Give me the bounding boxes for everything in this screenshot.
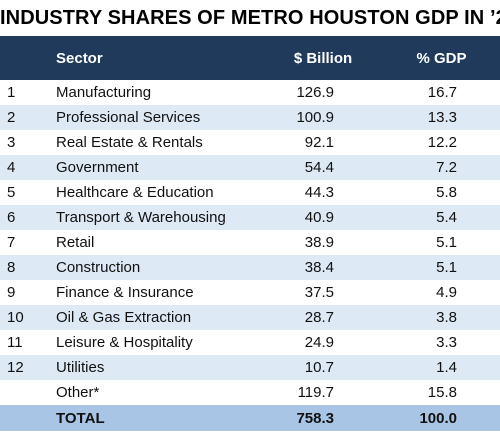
- table-row: 3 Real Estate & Rentals 92.1 12.2: [0, 130, 500, 155]
- table-body: 1 Manufacturing 126.9 16.7 2 Professional Ser…: [0, 80, 500, 431]
- sector-cell: Utilities: [56, 359, 105, 376]
- table-row: 7 Retail 38.9 5.1: [0, 230, 500, 255]
- table-row: 9 Finance & Insurance 37.5 4.9: [0, 280, 500, 305]
- pct-gdp-cell: 16.7: [427, 84, 457, 101]
- billion-cell: 100.9: [296, 109, 334, 126]
- rank-cell: 4: [7, 159, 16, 176]
- billion-cell: 126.9: [296, 84, 334, 101]
- header-billion: $ Billion: [293, 49, 353, 67]
- table-row: 5 Healthcare & Education 44.3 5.8: [0, 180, 500, 205]
- billion-cell: 10.7: [304, 359, 334, 376]
- table-row: 4 Government 54.4 7.2: [0, 155, 500, 180]
- table-row: 10 Oil & Gas Extraction 28.7 3.8: [0, 305, 500, 330]
- rank-cell: 3: [7, 134, 16, 151]
- billion-cell: 38.9: [304, 234, 334, 251]
- pct-gdp-cell: 7.2: [436, 159, 457, 176]
- sector-cell: Finance & Insurance: [56, 284, 194, 301]
- rank-cell: 11: [7, 334, 23, 351]
- rank-cell: 9: [7, 284, 16, 301]
- rank-cell: 7: [7, 234, 16, 251]
- pct-gdp-cell: 3.8: [436, 309, 457, 326]
- table-row: 12 Utilities 10.7 1.4: [0, 355, 500, 380]
- sector-cell: Leisure & Hospitality: [56, 334, 193, 351]
- header-sector: Sector: [56, 49, 103, 67]
- table-row: 1 Manufacturing 126.9 16.7: [0, 80, 500, 105]
- rank-cell: 8: [7, 259, 16, 276]
- table-row: 6 Transport & Warehousing 40.9 5.4: [0, 205, 500, 230]
- sector-cell: Healthcare & Education: [56, 184, 214, 201]
- rank-cell: 10: [7, 309, 24, 326]
- sector-cell: Retail: [56, 234, 95, 251]
- pct-gdp-cell: 3.3: [436, 334, 457, 351]
- rank-cell: 1: [7, 84, 16, 101]
- table-row: 8 Construction 38.4 5.1: [0, 255, 500, 280]
- rank-cell: 5: [7, 184, 16, 201]
- sector-cell: Other*: [56, 384, 100, 401]
- billion-cell: 38.4: [304, 259, 334, 276]
- billion-cell: 28.7: [304, 309, 334, 326]
- sector-cell: Professional Services: [56, 109, 201, 126]
- pct-gdp-cell: 4.9: [436, 284, 457, 301]
- total-billion-cell: 758.3: [296, 409, 334, 427]
- rank-cell: 12: [7, 359, 24, 376]
- table-row: 11 Leisure & Hospitality 24.9 3.3: [0, 330, 500, 355]
- table-title: INDUSTRY SHARES OF METRO HOUSTON GDP IN …: [0, 7, 500, 29]
- pct-gdp-cell: 5.1: [436, 259, 457, 276]
- total-row: TOTAL 758.3 100.0: [0, 405, 500, 431]
- total-pct-gdp-cell: 100.0: [419, 409, 457, 427]
- header-pct-gdp: % GDP: [416, 49, 467, 67]
- billion-cell: 24.9: [304, 334, 334, 351]
- billion-cell: 92.1: [304, 134, 334, 151]
- rank-cell: 2: [7, 109, 16, 126]
- pct-gdp-cell: 12.2: [427, 134, 457, 151]
- sector-cell: Real Estate & Rentals: [56, 134, 203, 151]
- sector-cell: Government: [56, 159, 139, 176]
- pct-gdp-cell: 1.4: [436, 359, 457, 376]
- billion-cell: 37.5: [304, 284, 334, 301]
- gdp-share-table: Sector $ Billion % GDP 1 Manufacturing 126…: [0, 36, 500, 431]
- sector-cell: Manufacturing: [56, 84, 152, 101]
- pct-gdp-cell: 5.8: [436, 184, 457, 201]
- table-row: 2 Professional Services 100.9 13.3: [0, 105, 500, 130]
- billion-cell: 40.9: [304, 209, 334, 226]
- header-row: Sector $ Billion % GDP: [0, 36, 500, 80]
- table-row: Other* 119.7 15.8: [0, 380, 500, 405]
- billion-cell: 54.4: [304, 159, 334, 176]
- sector-cell: Construction: [56, 259, 141, 276]
- rank-cell: [0, 380, 50, 405]
- header-rank: [0, 36, 50, 80]
- sector-cell: Oil & Gas Extraction: [56, 309, 192, 326]
- sector-cell: Transport & Warehousing: [56, 209, 226, 226]
- rank-cell: 6: [7, 209, 16, 226]
- total-rank-cell: [0, 405, 50, 431]
- total-label-cell: TOTAL: [56, 409, 105, 427]
- pct-gdp-cell: 5.1: [436, 234, 457, 251]
- billion-cell: 44.3: [304, 184, 334, 201]
- pct-gdp-cell: 13.3: [427, 109, 457, 126]
- pct-gdp-cell: 5.4: [436, 209, 457, 226]
- pct-gdp-cell: 15.8: [427, 384, 457, 401]
- billion-cell: 119.7: [297, 384, 334, 401]
